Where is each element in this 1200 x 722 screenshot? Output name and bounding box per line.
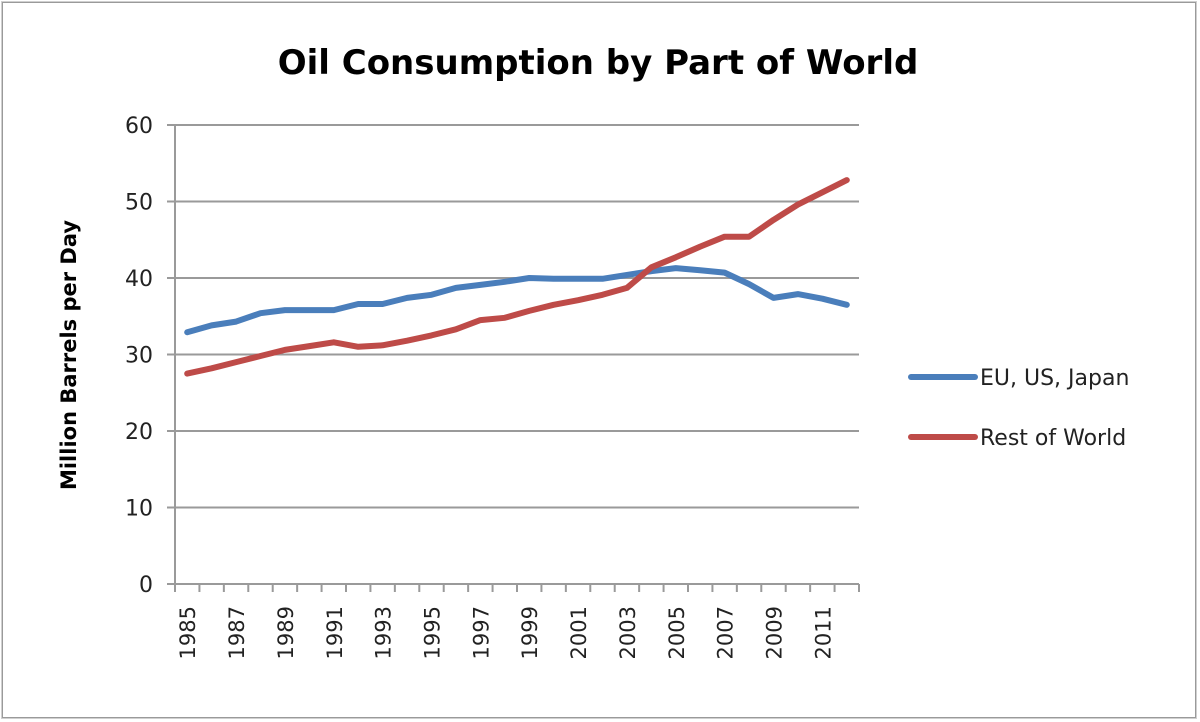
- legend-item: EU, US, Japan: [908, 366, 1129, 391]
- x-tick-label: 2003: [616, 606, 640, 659]
- y-tick-label: 50: [125, 191, 153, 216]
- axes: [167, 125, 860, 592]
- x-tick-label: 1989: [274, 606, 298, 659]
- legend-label: Rest of World: [980, 426, 1126, 451]
- y-tick-label: 60: [125, 114, 153, 139]
- x-tick-label: 2007: [714, 606, 738, 659]
- x-tick-labels: 1985 1987 1989 1991 1993 1995 1997 1999 2001 2003…: [176, 606, 835, 659]
- x-tick-label: 1999: [518, 606, 542, 659]
- series-lines: [184, 177, 850, 377]
- x-tick-label: 2001: [567, 606, 591, 659]
- gridlines: [167, 124, 859, 509]
- x-tick-label: 1995: [421, 606, 445, 659]
- legend-item: Rest of World: [908, 426, 1126, 451]
- x-tick-label: 1985: [176, 606, 200, 659]
- y-tick-label: 20: [125, 420, 153, 445]
- y-tick-label: 40: [125, 267, 153, 292]
- x-tick-label: 1993: [372, 606, 396, 659]
- y-axis-label: Million Barrels per Day: [57, 220, 81, 490]
- legend: EU, US, Japan Rest of World: [908, 366, 1129, 451]
- series-line-0: [184, 265, 850, 336]
- y-tick-label: 0: [139, 573, 153, 598]
- y-tick-label: 10: [125, 497, 153, 522]
- series-line-1: [184, 177, 850, 377]
- chart-title: Oil Consumption by Part of World: [278, 43, 919, 83]
- y-tick-labels: 0 10 20 30 40 50 60: [125, 114, 153, 598]
- x-tick-label: 1997: [469, 606, 493, 659]
- legend-label: EU, US, Japan: [980, 366, 1129, 391]
- x-tick-label: 2009: [763, 606, 787, 659]
- x-tick-label: 1987: [225, 606, 249, 659]
- x-tick-label: 2005: [665, 606, 689, 659]
- x-tick-label: 1991: [323, 606, 347, 659]
- x-tick-label: 2011: [811, 606, 835, 659]
- y-tick-label: 30: [125, 344, 153, 369]
